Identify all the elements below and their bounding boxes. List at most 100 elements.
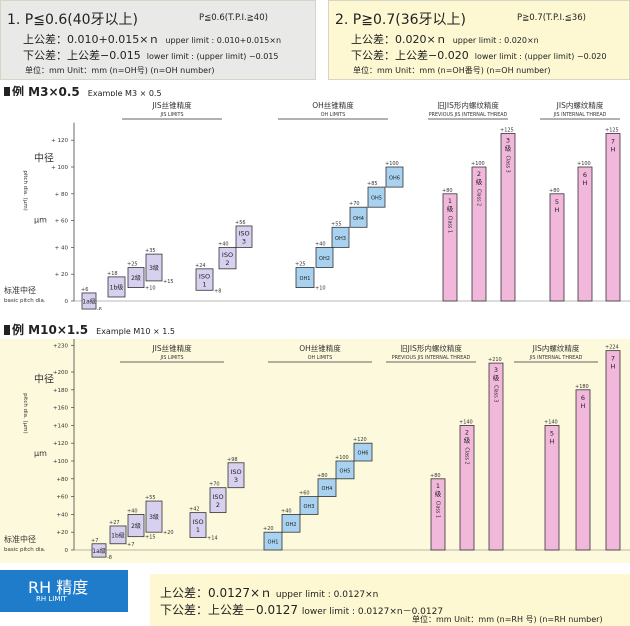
box-label: 1a级	[82, 298, 96, 306]
group-heading-cn: 旧JIS形内螺纹精度	[437, 100, 499, 110]
axis-label-en: pitch dia. (μm)	[22, 393, 28, 433]
rh-subtitle-text: RH LIMIT	[36, 595, 67, 603]
upper-limit-label: +55	[145, 495, 156, 501]
y-tick-label: + 80	[55, 192, 69, 198]
box-label: 3	[242, 238, 246, 246]
box-label: 1	[448, 197, 452, 205]
tolerance-box	[145, 253, 163, 282]
box-label-en: Class 1	[435, 501, 441, 518]
y-tick-label: + 20	[55, 272, 69, 278]
rh-unit-line: 单位：mm Unit：mm (n=RH 号) (n=RH number)	[412, 615, 603, 624]
heading-marker	[4, 87, 10, 97]
box-label: 6	[581, 394, 585, 402]
tolerance-box	[315, 246, 334, 268]
box-label: OH2	[286, 522, 297, 528]
box-label: 级	[447, 204, 454, 213]
tolerance-box	[317, 478, 337, 498]
upper-limit-label: +140	[544, 419, 558, 425]
basic-pitch-en: basic pitch dia.	[4, 547, 46, 553]
box-label: 3	[506, 137, 510, 145]
upper-limit-label: +56	[235, 220, 246, 226]
axis-unit-label: μm	[34, 449, 47, 458]
lower-limit-label: +20	[163, 530, 174, 536]
upper-limit-label: +40	[218, 241, 229, 247]
tolerance-box	[385, 166, 404, 188]
tolerance-box	[299, 496, 319, 515]
box-label: 1a级	[92, 547, 106, 555]
upper-limit-label: +100	[577, 161, 591, 167]
box-label: OH4	[322, 486, 333, 492]
tolerance-box	[442, 193, 458, 302]
upper-limit-label: +224	[605, 345, 619, 351]
example-m10-heading: 例 M10×1.5 Example M10 × 1.5	[4, 321, 175, 338]
lower-limit-line: 下公差：上公差−0.015 lower limit : (upper limit)…	[23, 49, 279, 62]
spec-title: 2. P≧0.7(36牙以上)	[335, 12, 466, 28]
group-heading-en: OH LIMITS	[308, 355, 333, 361]
example-m3-heading: 例 M3×0.5 Example M3 × 0.5	[4, 83, 162, 100]
spec-box-p06: 1. P≦0.6(40牙以上) P≦0.6(T.P.I.≧40) 上公差：0.0…	[0, 0, 316, 80]
y-tick-label: + 40	[55, 245, 69, 251]
group-heading-cn: OH丝锥精度	[299, 343, 341, 353]
tolerance-box	[605, 133, 621, 302]
tolerance-box	[331, 226, 350, 248]
tolerance-box	[335, 460, 355, 480]
box-label: H	[581, 402, 586, 410]
tolerance-box	[349, 206, 368, 228]
tolerance-box	[145, 500, 163, 533]
box-label: H	[555, 206, 560, 214]
group-heading-cn: JIS内螺纹精度	[556, 100, 604, 110]
box-label: H	[550, 437, 555, 445]
box-label: 6	[583, 171, 587, 179]
basic-pitch-en: basic pitch dia.	[4, 298, 46, 304]
box-label: 级	[435, 489, 442, 498]
spec-box-p07: 2. P≧0.7(36牙以上) P≧0.7(T.P.I.≦36) 上公差：0.0…	[328, 0, 630, 80]
upper-limit-line: 上公差：0.010+0.015×ｎ upper limit : 0.010+0.0…	[23, 33, 282, 46]
basic-pitch-cn: 标准中径	[4, 285, 36, 295]
y-tick-label: +230	[53, 343, 69, 349]
axis-label-cn: 中径	[34, 152, 54, 165]
group-heading-cn: JIS内螺纹精度	[532, 343, 580, 353]
box-label: ISO	[222, 251, 233, 259]
rh-limit-box: 上公差：0.0127×ｎ upper limit : 0.0127×n 下公差：…	[150, 574, 630, 626]
y-tick-label: 0	[65, 548, 69, 554]
upper-limit-label: +125	[605, 128, 619, 134]
tolerance-box	[227, 462, 245, 489]
tolerance-box	[81, 292, 97, 310]
upper-limit-label: +125	[500, 128, 514, 134]
rh-title-text: RH 精度	[28, 578, 89, 597]
tolerance-box	[500, 133, 516, 302]
box-label: 级	[476, 177, 483, 186]
lower-limit-label: +15	[163, 279, 174, 285]
upper-limit-label: +80	[317, 473, 328, 479]
box-label: 5	[555, 198, 559, 206]
heading-marker	[4, 325, 10, 335]
lower-limit-label: +8	[214, 288, 221, 294]
y-tick-label: +180	[53, 388, 69, 394]
box-label: OH6	[358, 451, 369, 457]
box-label: 级	[505, 144, 512, 153]
tolerance-box	[549, 193, 565, 302]
group-heading-cn: JIS丝锥精度	[151, 100, 192, 110]
spec-title: 1. P≦0.6(40牙以上)	[7, 12, 138, 28]
upper-limit-label: +40	[281, 508, 292, 514]
upper-limit-label: +98	[227, 457, 238, 463]
y-tick-label: +140	[53, 423, 69, 429]
upper-limit-label: +180	[575, 384, 589, 390]
rh-lower-line: 下公差：上公差－0.0127 lower limit : 0.0127×n－0.…	[160, 603, 444, 617]
upper-limit-line: 上公差：0.020×ｎ upper limit : 0.020×n	[351, 33, 539, 46]
upper-limit-label: +60	[299, 491, 310, 497]
tolerance-box	[471, 166, 487, 302]
box-label: 2	[465, 428, 469, 436]
box-label: 1b级	[111, 531, 125, 539]
upper-limit-label: +7	[91, 538, 98, 544]
box-label: OH6	[389, 176, 400, 182]
spec-subtitle: P≦0.6(T.P.I.≧40)	[199, 13, 268, 23]
tolerance-box	[295, 267, 315, 289]
box-label: 级	[493, 373, 500, 382]
upper-limit-label: +35	[145, 248, 156, 254]
upper-limit-label: +18	[107, 271, 118, 277]
group-heading-en: PREVIOUS JIS INTERNAL THREAD	[392, 355, 471, 361]
y-tick-label: + 100	[51, 165, 68, 171]
tolerance-box	[281, 513, 301, 533]
lower-limit-label: +14	[207, 536, 218, 542]
